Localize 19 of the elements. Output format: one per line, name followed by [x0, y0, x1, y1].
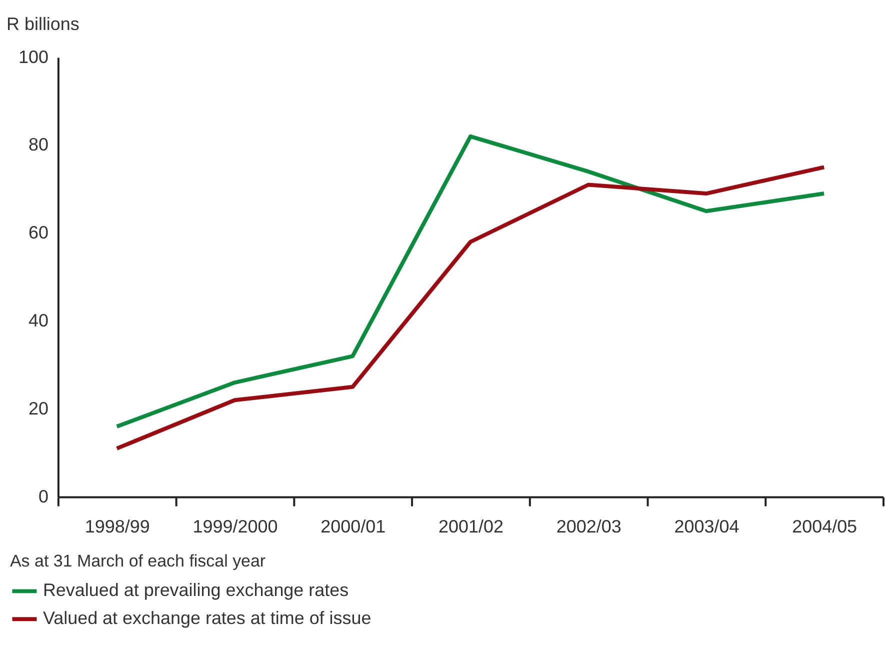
y-axis-title: R billions [6, 14, 80, 34]
line-series [114, 165, 826, 450]
x-tick-label: 2003/04 [674, 516, 740, 536]
x-tick-label: 1998/99 [84, 516, 150, 536]
x-tick-label: 2000/01 [320, 516, 386, 536]
legend-label: Revalued at prevailing exchange rates [42, 580, 349, 600]
x-tick-label: 2002/03 [556, 516, 622, 536]
y-tick-label: 0 [38, 486, 48, 506]
legend-title: As at 31 March of each fiscal year [10, 552, 266, 571]
y-tick-label: 20 [28, 398, 48, 418]
y-tick-label: 60 [28, 222, 48, 243]
x-tick-label: 2001/02 [438, 516, 504, 536]
x-tick-label: 1999/2000 [192, 516, 278, 536]
legend-label: Valued at exchange rates at time of issue [42, 608, 372, 628]
y-tick-label: 100 [18, 46, 48, 67]
line-series [114, 134, 826, 428]
y-tick-label: 40 [28, 310, 48, 330]
x-tick-label: 2004/05 [792, 516, 858, 536]
y-tick-label: 80 [28, 134, 48, 155]
